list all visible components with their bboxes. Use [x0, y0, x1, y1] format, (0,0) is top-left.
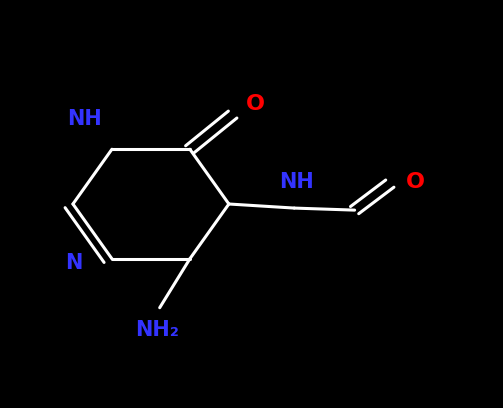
Text: NH₂: NH₂	[135, 320, 179, 340]
Text: O: O	[246, 94, 265, 114]
Text: NH: NH	[67, 109, 102, 129]
Text: O: O	[405, 171, 425, 192]
Text: NH: NH	[279, 171, 314, 192]
Text: N: N	[65, 253, 83, 273]
